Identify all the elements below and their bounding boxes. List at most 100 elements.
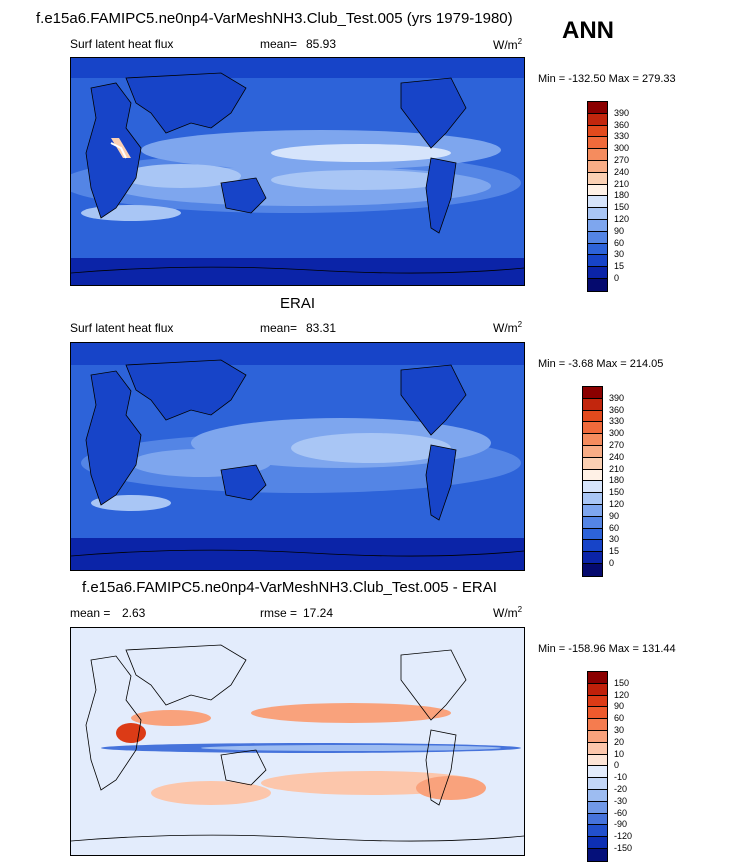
panel1-mean-value: 85.93 [306,37,337,51]
colorbar-tick-label: 300 [609,428,625,439]
colorbar-tick-label: -20 [614,784,628,794]
colorbar-tick-label: 20 [614,736,625,747]
colorbar-swatch [588,766,607,779]
panel3-mean-value: 2.63 [122,606,146,620]
colorbar-tick-label: 30 [614,725,625,735]
colorbar-tick-label: 240 [614,166,630,177]
panel2-minmax: Min = -3.68 Max = 214.05 [538,358,664,370]
colorbar-tick-label: 0 [614,760,620,771]
colorbar-tick-label: -120 [614,831,633,842]
colorbar-tick-label: 60 [614,237,625,248]
colorbar-swatch [588,683,607,696]
panel3-rmse-value: 17.24 [303,606,334,620]
panel3-minmax: Min = -158.96 Max = 131.44 [538,643,676,655]
case-title: f.e15a6.FAMIPC5.ne0np4-VarMeshNH3.Club_T… [36,10,513,27]
colorbar-swatch [583,563,602,576]
colorbar-swatch [588,707,607,720]
colorbar-swatch [588,243,607,256]
colorbar-tick-label: 0 [609,558,615,568]
colorbar-swatch [588,695,607,708]
panel3-rmse-label: rmse = [260,606,298,620]
colorbar-tick-label: 150 [614,677,630,688]
colorbar-swatch [588,825,607,838]
colorbar-tick-label: 210 [614,178,630,189]
panel1-minmax: Min = -132.50 Max = 279.33 [538,73,676,85]
colorbar-tick-label: 60 [609,522,620,533]
panel3-map [70,627,525,856]
colorbar-swatch [588,125,607,138]
panel2-unit: W/m2 [493,320,523,335]
colorbar-tick-label: 210 [609,463,625,474]
colorbar-tick-label: 30 [614,249,625,260]
panel2-map [70,342,525,571]
colorbar-swatch [588,848,607,861]
panel2-mean-label: mean= [260,321,298,335]
colorbar-swatch [583,504,602,517]
colorbar-swatch [588,219,607,232]
colorbar-swatch [583,422,602,435]
colorbar-tick-label: 150 [614,202,630,213]
colorbar-swatch [588,730,607,743]
colorbar-tick-label: 180 [614,190,630,201]
colorbar-tick-label: 120 [609,499,625,509]
panel1-unit: W/m2 [493,37,523,52]
colorbar-swatch [588,255,607,268]
colorbar-tick-label: 390 [609,392,625,403]
colorbar-swatch [583,552,602,564]
colorbar-tick-label: -150 [614,843,633,853]
colorbar-swatch [588,672,607,684]
panel2-map-svg [71,343,524,570]
panel3-unit: W/m2 [493,605,523,620]
colorbar-tick-label: 180 [609,475,625,486]
colorbar-tick-label: 0 [614,273,620,283]
colorbar-swatch [583,540,602,553]
colorbar-swatch [588,754,607,767]
colorbar-swatch [588,113,607,126]
colorbar-tick-label: 360 [614,119,630,130]
panel1-map [70,57,525,286]
colorbar-tick-label: 360 [609,404,625,415]
colorbar-swatch [588,813,607,826]
panel2-mean-value: 83.31 [306,321,337,335]
colorbar-swatch [588,184,607,197]
colorbar-tick-label: 30 [609,534,620,545]
colorbar-swatch [583,445,602,458]
colorbar-tick-label: 270 [614,155,630,165]
colorbar-tick-label: 300 [614,143,630,154]
season-label: ANN [562,17,614,44]
colorbar-swatch [583,410,602,423]
colorbar-swatch [588,149,607,161]
colorbar-tick-label: 330 [614,131,630,142]
colorbar-swatch [583,481,602,494]
colorbar-swatch [588,208,607,220]
colorbar-tick-label: 150 [609,487,625,498]
panel3-colorbar-boxes [587,671,608,862]
panel1-colorbar: 390 360 330 300 270 240 210 180 150 120 90 60 30 15 0 [587,101,648,292]
panel1-mean-label: mean= [260,37,298,51]
colorbar-tick-label: 330 [609,416,625,427]
panel2-colorbar: 390 360 330 300 270 240 210 180 150 120 90 60 30 15 0 [582,386,643,577]
colorbar-swatch [583,516,602,529]
colorbar-tick-label: 90 [614,225,625,236]
colorbar-tick-label: -10 [614,772,628,783]
colorbar-tick-label: -90 [614,819,628,830]
colorbar-swatch [588,778,607,790]
colorbar-tick-label: -60 [614,807,628,818]
colorbar-swatch [588,837,607,849]
colorbar-tick-label: 270 [609,440,625,450]
panel1-colorbar-boxes [587,101,608,292]
panel1-variable-label: Surf latent heat flux [70,37,174,51]
panel2-title: ERAI [280,295,316,312]
colorbar-tick-label: 10 [614,748,625,759]
colorbar-swatch [588,231,607,244]
colorbar-tick-label: 390 [614,107,630,118]
colorbar-swatch [588,196,607,209]
colorbar-tick-label: 15 [609,546,620,557]
colorbar-swatch [583,434,602,446]
colorbar-swatch [583,387,602,399]
colorbar-tick-label: 240 [609,451,625,462]
panel3-map-svg [71,628,524,855]
colorbar-tick-label: 120 [614,689,630,700]
colorbar-swatch [588,789,607,802]
panel2-colorbar-ticks: 390 360 330 300 270 240 210 180 150 120 90 60 30 15 0 [603,386,643,575]
